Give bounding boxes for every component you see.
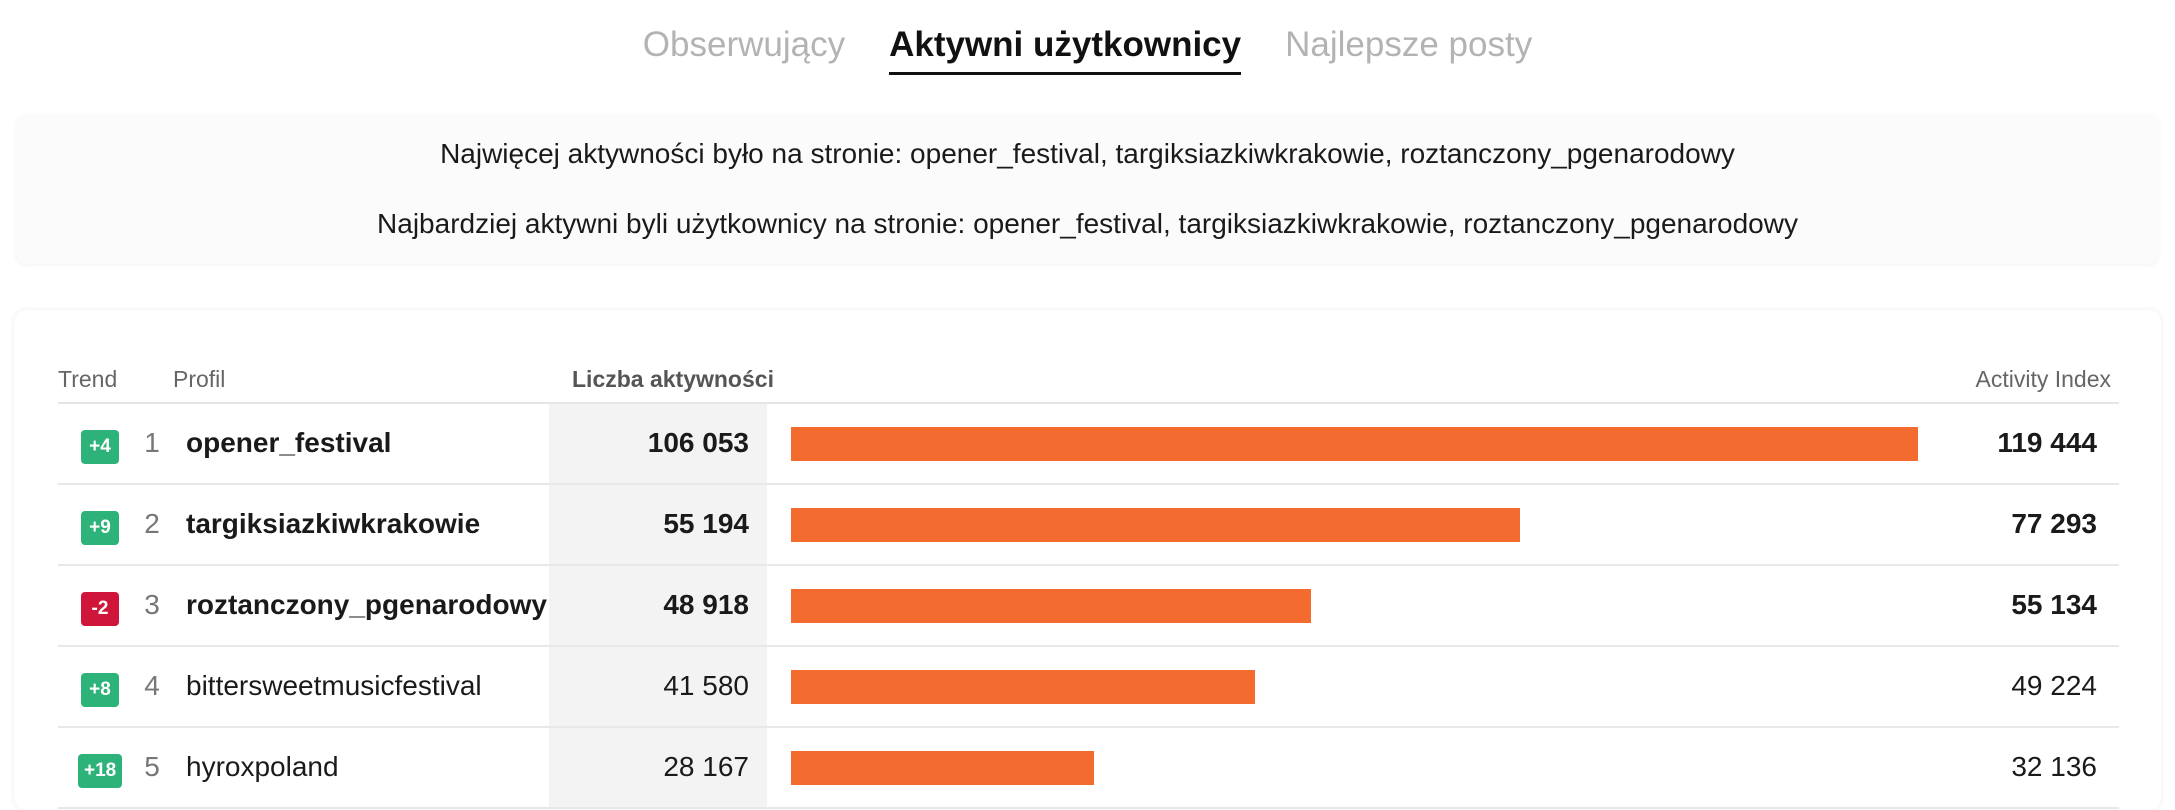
- count-cell-background: [549, 485, 767, 564]
- count-cell-background: [549, 566, 767, 645]
- table-row[interactable]: +18 5 hyroxpoland 28 167 32 136: [58, 728, 2119, 809]
- activity-index-value: 49 224: [2011, 670, 2097, 701]
- profile-name[interactable]: opener_festival: [186, 427, 392, 458]
- count-cell-background: [549, 647, 767, 726]
- trend-badge: +18: [78, 754, 123, 788]
- tab-followers[interactable]: Obserwujący: [642, 25, 846, 64]
- summary-most-active-users: Najbardziej aktywni byli użytkownicy na …: [377, 208, 1798, 239]
- profile-name[interactable]: targiksiazkiwkrakowie: [186, 508, 481, 539]
- trend-badge: +9: [81, 511, 119, 545]
- table-row[interactable]: +8 4 bittersweetmusicfestival 41 580 49 224: [58, 647, 2119, 728]
- rank-number: 2: [144, 508, 160, 539]
- trend-badge: +4: [81, 430, 119, 464]
- rank-number: 5: [144, 751, 160, 782]
- table-row[interactable]: +4 1 opener_festival 106 053 119 444: [58, 404, 2119, 485]
- header-trend[interactable]: Trend: [58, 366, 118, 392]
- rank-number: 4: [144, 670, 160, 701]
- count-cell-background: [549, 728, 767, 807]
- trend-badge: +8: [81, 673, 119, 707]
- activity-index-value: 55 134: [2011, 589, 2097, 620]
- rank-number: 3: [144, 589, 160, 620]
- table-row[interactable]: +9 2 targiksiazkiwkrakowie 55 194 77 293: [58, 485, 2119, 566]
- profile-name[interactable]: bittersweetmusicfestival: [186, 670, 482, 701]
- header-activity-index[interactable]: Activity Index: [1975, 366, 2112, 392]
- tab-active-users[interactable]: Aktywni użytkownicy: [889, 22, 1242, 75]
- table-header: Trend Profil Liczba aktywności Activity …: [58, 366, 2119, 404]
- activity-count: 55 194: [663, 508, 749, 539]
- count-cell-background: [549, 404, 767, 483]
- activity-count: 28 167: [663, 751, 749, 782]
- header-activity-count[interactable]: Liczba aktywności: [572, 366, 774, 392]
- activity-count: 48 918: [663, 589, 749, 620]
- activity-index-bar: [791, 427, 1918, 461]
- table-body: +4 1 opener_festival 106 053 119 444 +9 2 targi…: [58, 404, 2119, 809]
- tab-bar: Obserwujący Aktywni użytkownicy Najlepsz…: [0, 0, 2175, 100]
- activity-index-value: 32 136: [2011, 751, 2097, 782]
- summary-panel: Najwięcej aktywności było na stronie: op…: [16, 114, 2159, 264]
- profile-name[interactable]: hyroxpoland: [186, 751, 339, 782]
- table-row[interactable]: -2 3 roztanczony_pgenarodowy 48 918 55 134: [58, 566, 2119, 647]
- activity-index-bar: [791, 670, 1255, 704]
- tab-top-posts[interactable]: Najlepsze posty: [1285, 25, 1533, 64]
- activity-index-bar: [791, 589, 1311, 623]
- header-profile[interactable]: Profil: [173, 366, 226, 392]
- activity-count: 41 580: [663, 670, 749, 701]
- activity-table: Trend Profil Liczba aktywności Activity …: [14, 310, 2161, 810]
- activity-index-value: 119 444: [1997, 427, 2097, 458]
- profile-name[interactable]: roztanczony_pgenarodowy: [186, 589, 547, 620]
- activity-index-bar: [791, 508, 1520, 542]
- activity-count: 106 053: [647, 427, 749, 458]
- activity-index-bar: [791, 751, 1094, 785]
- summary-most-activity: Najwięcej aktywności było na stronie: op…: [440, 138, 1735, 169]
- activity-index-value: 77 293: [2011, 508, 2097, 539]
- trend-badge: -2: [81, 592, 119, 626]
- rank-number: 1: [144, 427, 160, 458]
